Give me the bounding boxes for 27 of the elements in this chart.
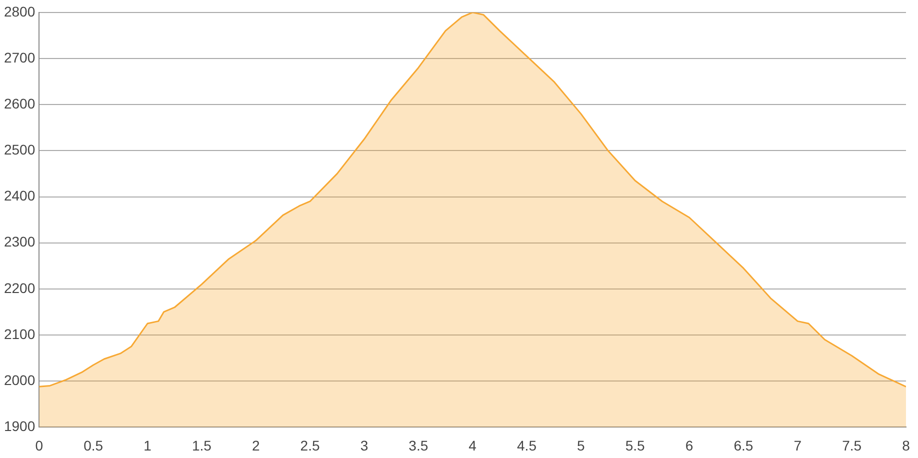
y-tick-label: 2500: [4, 142, 36, 158]
y-tick-label: 2600: [4, 95, 36, 112]
x-tick-label: 4: [468, 437, 477, 454]
x-tick-label: 1.5: [192, 437, 212, 454]
x-tick-label: 2.5: [300, 437, 320, 454]
x-tick-label: 7.5: [842, 437, 862, 454]
x-tick-label: 5: [577, 437, 586, 454]
x-tick-label: 0: [35, 437, 44, 454]
x-tick-label: 8: [902, 437, 910, 454]
y-tick-label: 2000: [4, 372, 36, 388]
y-tick-label: 1900: [4, 418, 36, 434]
x-tick-label: 6.5: [734, 437, 754, 454]
y-tick-label: 2300: [4, 234, 36, 250]
y-tick-label: 2200: [4, 280, 36, 296]
x-tick-label: 0.5: [84, 437, 104, 454]
x-tick-label: 2: [252, 437, 260, 454]
y-tick-label: 2700: [4, 49, 36, 66]
x-tick-label: 3.5: [408, 437, 428, 454]
x-tick-label: 1: [144, 437, 152, 454]
x-tick-label: 3: [360, 437, 368, 454]
y-tick-label: 2100: [4, 326, 36, 342]
x-tick-label: 5.5: [625, 437, 646, 454]
x-tick-label: 4.5: [517, 437, 537, 454]
x-tick-label: 7: [794, 437, 802, 454]
y-tick-label: 2400: [4, 188, 36, 204]
x-tick-label: 6: [685, 437, 694, 454]
y-tick-label: 2800: [4, 3, 36, 20]
